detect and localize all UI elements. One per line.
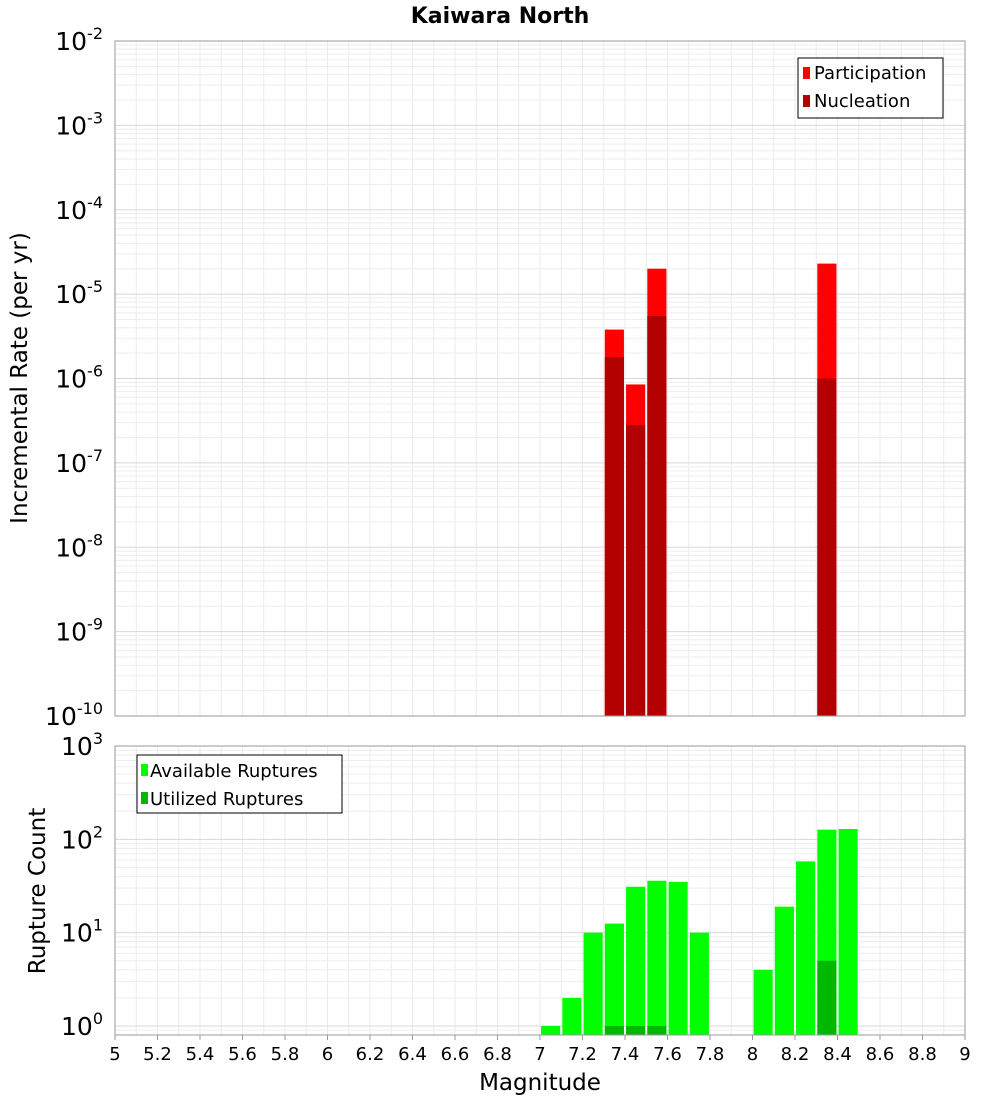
legend-label-nucleation: Nucleation (814, 91, 910, 112)
x-tick-label: 8.8 (908, 1044, 937, 1065)
bar-utilized-ruptures (817, 960, 837, 1035)
top-y-axis-label: Incremental Rate (per yr) (7, 232, 33, 524)
bottom-bars (541, 828, 858, 1035)
y-tick-label: 10-2 (55, 24, 103, 56)
bar-available-ruptures (604, 923, 624, 1035)
legend-label-available-ruptures: Available Ruptures (150, 761, 318, 782)
x-tick-label: 7 (534, 1044, 545, 1065)
x-ticks: 5 5.2 5.4 5.6 5.8 6 6.2 6.4 6.6 6.8 7 7.2 7.4 7.6 7.8 8… (109, 1035, 971, 1065)
bar-available-ruptures (562, 997, 582, 1035)
x-tick-label: 8.2 (781, 1044, 810, 1065)
legend-label-participation: Participation (814, 63, 926, 84)
x-tick-label: 6.2 (356, 1044, 385, 1065)
bar-nucleation (647, 316, 667, 716)
y-tick-label: 102 (61, 822, 103, 854)
bar-nucleation (626, 425, 646, 716)
bar-available-ruptures (753, 969, 773, 1035)
y-tick-label: 103 (61, 729, 103, 761)
y-tick-label: 10-7 (55, 446, 103, 478)
x-tick-label: 9 (959, 1044, 970, 1065)
y-tick-label: 10-3 (55, 108, 103, 140)
x-tick-label: 8.4 (823, 1044, 852, 1065)
legend-swatch-utilized-ruptures (141, 792, 148, 804)
x-tick-label: 5.4 (186, 1044, 215, 1065)
top-legend-box (797, 57, 944, 119)
legend-label-utilized-ruptures: Utilized Ruptures (150, 789, 303, 810)
x-tick-label: 8 (747, 1044, 758, 1065)
x-tick-label: 7.8 (696, 1044, 725, 1065)
y-tick-label: 101 (61, 916, 103, 948)
bottom-plot: 100 101 102 103 5 5.2 5.4 5.6 5.8 6 6.2 6.4 6.6 6.8 7… (25, 729, 971, 1096)
bar-available-ruptures (774, 906, 794, 1035)
bar-available-ruptures (626, 886, 646, 1035)
x-tick-label: 6.4 (398, 1044, 427, 1065)
bottom-y-axis-label: Rupture Count (25, 808, 51, 974)
bar-available-ruptures (838, 828, 858, 1035)
x-tick-label: 6 (322, 1044, 333, 1065)
top-y-ticks: 10-10 10-9 10-8 10-7 10-6 10-5 10-4 10-3 10-2 (45, 24, 103, 731)
y-tick-label: 10-6 (55, 362, 103, 394)
x-tick-label: 6.6 (441, 1044, 470, 1065)
x-tick-label: 5.8 (271, 1044, 300, 1065)
y-tick-label: 100 (61, 1009, 103, 1041)
bar-available-ruptures (541, 1025, 561, 1035)
x-tick-label: 7.4 (611, 1044, 640, 1065)
bar-available-ruptures (668, 881, 688, 1035)
bar-available-ruptures (796, 861, 816, 1035)
legend-swatch-nucleation (803, 95, 810, 107)
y-tick-label: 10-10 (45, 699, 103, 731)
x-tick-label: 6.8 (483, 1044, 512, 1065)
y-tick-label: 10-9 (55, 615, 103, 647)
top-legend: Participation Nucleation (797, 57, 944, 119)
bottom-legend-box (136, 754, 343, 814)
x-tick-label: 5.6 (228, 1044, 257, 1065)
top-bars (604, 263, 837, 716)
bottom-legend: Available Ruptures Utilized Ruptures (136, 754, 343, 814)
bar-available-ruptures (647, 880, 667, 1035)
bar-utilized-ruptures (626, 1025, 646, 1035)
bar-utilized-ruptures (647, 1025, 667, 1035)
bottom-y-ticks: 100 101 102 103 (61, 729, 103, 1041)
top-grid (115, 41, 965, 716)
top-plot-frame (114, 40, 966, 717)
x-tick-label: 5.2 (143, 1044, 172, 1065)
x-tick-label: 8.6 (866, 1044, 895, 1065)
bar-utilized-ruptures (604, 1025, 624, 1035)
y-tick-label: 10-8 (55, 530, 103, 562)
bar-nucleation (604, 356, 624, 716)
bar-available-ruptures (583, 932, 603, 1035)
x-tick-label: 5 (109, 1044, 120, 1065)
top-plot: 10-10 10-9 10-8 10-7 10-6 10-5 10-4 10-3 10-2 In… (7, 24, 966, 731)
bar-available-ruptures (689, 932, 709, 1035)
chart-title: Kaiwara North (411, 4, 590, 29)
x-axis-label: Magnitude (479, 1070, 601, 1096)
legend-swatch-participation (803, 67, 810, 79)
x-tick-label: 7.6 (653, 1044, 682, 1065)
x-tick-label: 7.2 (568, 1044, 597, 1065)
bar-nucleation (817, 378, 837, 716)
y-tick-label: 10-5 (55, 277, 103, 309)
y-tick-label: 10-4 (55, 193, 103, 225)
legend-swatch-available-ruptures (141, 764, 148, 776)
